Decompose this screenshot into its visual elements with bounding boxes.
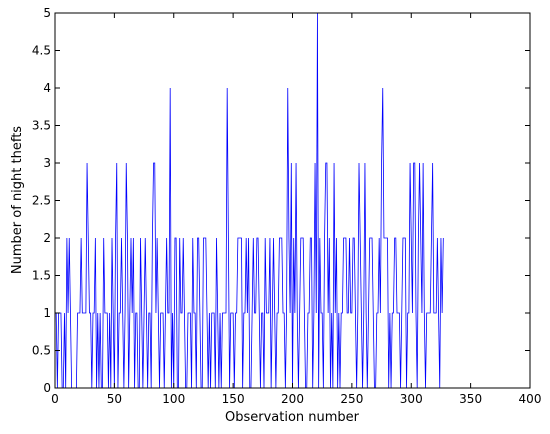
x-tick-label: 150 <box>222 392 245 406</box>
ticks-layer: 0 50 100 150 200 250 300 350 400 0 0.5 1 1.5 2 2.5 3 3.5… <box>32 6 542 406</box>
x-tick-label: 300 <box>400 392 423 406</box>
y-tick-label: 4.5 <box>32 44 51 58</box>
y-tick-label: 2 <box>43 231 51 245</box>
y-tick-label: 0 <box>43 381 51 395</box>
x-tick-label: 50 <box>107 392 122 406</box>
y-tick-label: 3.5 <box>32 119 51 133</box>
y-tick-label: 5 <box>43 6 51 20</box>
x-tick-label: 100 <box>162 392 185 406</box>
x-tick-label: 0 <box>51 392 59 406</box>
x-tick-label: 350 <box>459 392 482 406</box>
y-tick-label: 1 <box>43 306 51 320</box>
y-tick-label: 3 <box>43 156 51 170</box>
y-axis-label: Number of night thefts <box>10 126 25 274</box>
y-tick-label: 1.5 <box>32 269 51 283</box>
y-tick-label: 4 <box>43 81 51 95</box>
x-tick-label: 200 <box>281 392 304 406</box>
x-tick-label: 250 <box>340 392 363 406</box>
x-axis-label: Observation number <box>225 410 360 425</box>
y-tick-label: 2.5 <box>32 194 51 208</box>
y-tick-label: 0.5 <box>32 344 51 358</box>
x-tick-label: 400 <box>519 392 542 406</box>
